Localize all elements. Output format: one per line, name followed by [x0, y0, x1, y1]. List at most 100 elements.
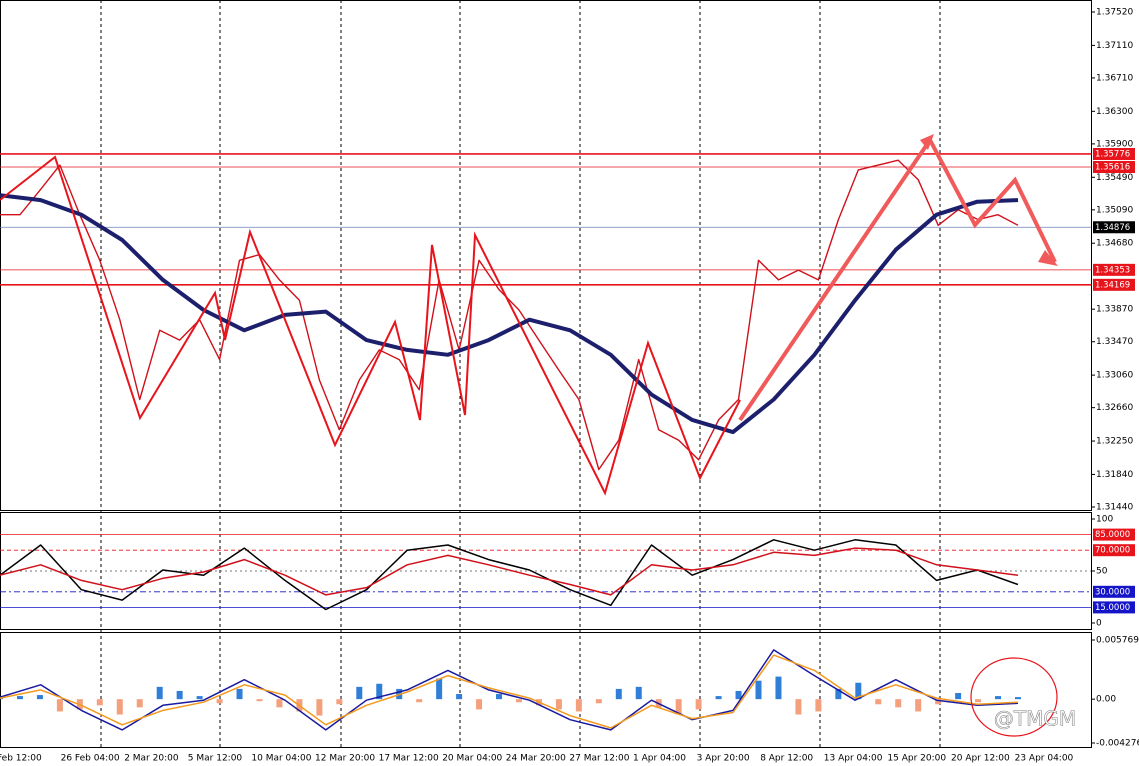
plot-layer: 1.37520 1.37110 1.36710 1.36300 1.35900 1.354… [0, 8, 1139, 764]
histogram-bar [476, 699, 483, 710]
histogram-bar [595, 699, 602, 704]
histogram-bar [376, 683, 383, 700]
series-line [0, 159, 1019, 471]
histogram-bar [975, 699, 982, 703]
level-label-box [1093, 544, 1135, 557]
x-tick-label: Feb 12:00 [0, 754, 42, 764]
level-label: 1.35776 [1095, 149, 1130, 159]
level-label-box [1093, 585, 1135, 598]
x-tick-label: 1 Apr 04:00 [633, 754, 686, 764]
histogram-bar [236, 688, 243, 700]
level-label-box [1093, 221, 1135, 234]
histogram-bar [116, 699, 123, 715]
watermark: @TMGM [994, 707, 1076, 731]
series-line [0, 654, 1019, 729]
histogram-bar [196, 696, 203, 700]
histogram-bar [695, 699, 702, 710]
histogram-bar [935, 699, 942, 705]
histogram-bar [316, 699, 323, 716]
histogram-bar [496, 694, 503, 700]
y-tick-label: 100 [1096, 515, 1113, 525]
histogram-bar [715, 696, 722, 700]
histogram-bar [735, 690, 742, 700]
y-tick-label: 1.34680 [1096, 239, 1133, 249]
histogram-bar [515, 699, 522, 703]
histogram-bar [56, 699, 63, 712]
histogram-bar [156, 686, 163, 700]
histogram-bar [256, 699, 263, 702]
histogram-bar [136, 699, 143, 708]
level-label: 1.35616 [1095, 163, 1130, 173]
level-label-box [1093, 263, 1135, 276]
y-tick-label: 1.33470 [1096, 337, 1133, 347]
x-tick-label: 23 Apr 04:00 [1015, 754, 1074, 764]
histogram-bar [416, 699, 423, 703]
y-tick-label: 0 [1096, 619, 1102, 629]
series-line [0, 539, 1019, 611]
histogram-bar [456, 694, 463, 700]
y-tick-label: 1.37110 [1096, 41, 1133, 51]
level-label-box [1093, 278, 1135, 291]
y-tick-label: 1.33060 [1096, 371, 1133, 381]
histogram-bar [895, 699, 902, 708]
y-tick-label: 50 [1096, 567, 1108, 577]
histogram-bar [815, 699, 822, 712]
histogram-bar [635, 686, 642, 700]
level-label: 1.34353 [1095, 265, 1130, 275]
histogram-bar [835, 688, 842, 700]
y-tick-label: 1.37520 [1096, 8, 1133, 18]
histogram-bar [855, 682, 862, 700]
x-tick-label: 20 Apr 12:00 [951, 754, 1010, 764]
histogram-bar [995, 696, 1002, 700]
x-tick-label: 5 Mar 12:00 [188, 754, 243, 764]
histogram-bar [875, 699, 882, 705]
histogram-bar [555, 699, 562, 710]
vertical-dividers [100, 0, 941, 748]
y-tick-label: 1.31840 [1096, 470, 1133, 480]
x-tick-label: 2 Mar 20:00 [124, 754, 179, 764]
x-tick-label: 20 Mar 04:00 [442, 754, 502, 764]
level-label: 1.34169 [1095, 280, 1130, 290]
histogram-bar [795, 699, 802, 715]
annotations [0, 134, 1058, 737]
series-line [0, 649, 1019, 731]
histogram-bar [176, 690, 183, 700]
histogram-bar [575, 699, 582, 712]
histogram-bar [755, 680, 762, 700]
x-tick-label: 27 Mar 12:00 [569, 754, 629, 764]
y-tick-label: 1.35490 [1096, 173, 1133, 183]
x-tick-label: 3 Apr 20:00 [697, 754, 750, 764]
histogram-bar [356, 686, 363, 700]
histogram-bar [336, 699, 343, 705]
level-label-box [1093, 147, 1135, 160]
y-tick-label: 1.35090 [1096, 205, 1133, 215]
histogram-bar [1015, 697, 1021, 700]
histogram-bar [955, 693, 962, 700]
histogram-bar [615, 688, 622, 700]
histogram-bar [675, 699, 682, 715]
histogram-bar [276, 699, 283, 708]
x-tick-label: 26 Feb 04:00 [61, 754, 120, 764]
y-tick-label: 0.0057697 [1096, 636, 1139, 646]
x-tick-label: 10 Mar 04:00 [251, 754, 311, 764]
level-label: 85.0000 [1095, 530, 1130, 540]
level-label: 30.0000 [1095, 587, 1130, 597]
x-tick-label: 15 Apr 20:00 [887, 754, 946, 764]
histogram-bar [436, 678, 443, 700]
series-line [0, 193, 1019, 435]
histogram-bar [216, 699, 223, 704]
histogram-bar [0, 698, 3, 700]
y-tick-label: 0.00 [1096, 695, 1116, 705]
series-line [0, 547, 1019, 596]
level-label-box [1093, 601, 1135, 614]
y-tick-label: 1.32250 [1096, 437, 1133, 447]
histogram-bar [16, 696, 23, 700]
y-tick-label: 1.36710 [1096, 73, 1133, 83]
x-tick-label: 12 Mar 20:00 [315, 754, 375, 764]
level-label-box [1093, 161, 1135, 174]
level-label: 15.0000 [1095, 603, 1130, 613]
y-tick-label: 1.31440 [1096, 503, 1133, 513]
y-tick-label: 1.33870 [1096, 305, 1133, 315]
